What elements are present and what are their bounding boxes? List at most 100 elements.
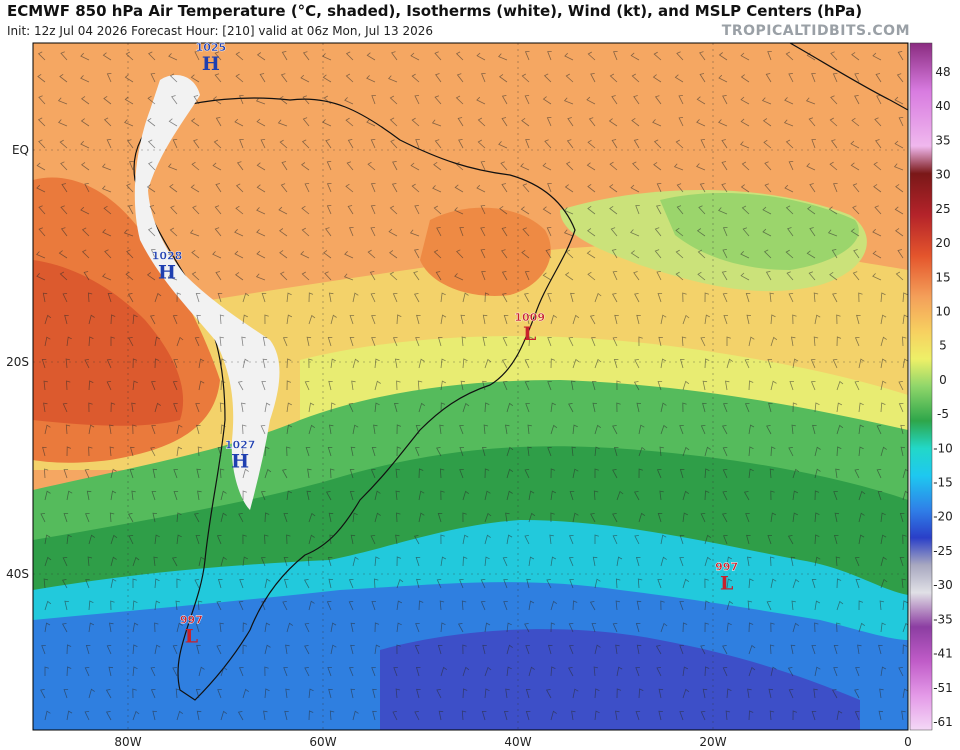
wind-barb — [176, 710, 184, 721]
wind-barb — [171, 95, 178, 105]
wind-barb — [748, 380, 754, 391]
wind-barb — [103, 95, 112, 105]
wind-barb — [902, 644, 908, 655]
wind-barb — [498, 141, 508, 149]
wind-barb — [836, 578, 842, 589]
wind-barb — [64, 600, 69, 611]
wind-barb — [830, 51, 838, 61]
wind-barb — [396, 578, 404, 589]
wind-barb — [722, 227, 728, 237]
wind-barb — [190, 74, 200, 83]
wind-barb — [652, 119, 662, 127]
wind-barb — [217, 689, 222, 699]
wind-barb — [393, 402, 399, 413]
wind-barb — [124, 74, 134, 83]
wind-barb — [702, 402, 707, 413]
wind-barb — [768, 402, 773, 413]
wind-barb — [283, 556, 289, 567]
wind-barb — [88, 424, 95, 435]
wind-barb — [872, 250, 882, 259]
wind-barb — [594, 644, 601, 655]
wind-barb — [308, 314, 316, 325]
wind-barb — [44, 600, 52, 611]
wind-barb — [811, 73, 816, 83]
wind-barb — [524, 535, 530, 545]
lon-label: 80W — [114, 735, 141, 749]
wind-barb — [550, 600, 558, 611]
wind-barb — [260, 491, 266, 501]
wind-barb — [898, 403, 904, 413]
wind-barb — [522, 227, 530, 237]
wind-barb — [594, 358, 602, 369]
wind-barb — [83, 271, 90, 281]
wind-barb — [104, 249, 112, 259]
wind-barb — [42, 292, 48, 303]
wind-barb — [167, 273, 178, 281]
wind-barb — [792, 622, 800, 633]
wind-barb — [634, 535, 640, 545]
wind-barb — [61, 623, 68, 633]
wind-barb — [43, 578, 49, 589]
wind-barb — [873, 184, 882, 193]
wind-barb — [721, 425, 728, 435]
wind-barb — [64, 314, 69, 325]
wind-barb — [219, 314, 225, 325]
wind-barb — [88, 600, 94, 611]
wind-barb — [390, 139, 398, 149]
wind-barb — [279, 250, 288, 259]
wind-barb — [547, 447, 552, 457]
wind-barb — [722, 645, 728, 655]
wind-barb — [676, 51, 684, 61]
wind-barb — [88, 534, 96, 545]
wind-barb — [220, 424, 226, 435]
wind-barb — [286, 534, 291, 545]
wind-barb — [806, 52, 816, 61]
wind-barb — [547, 381, 552, 391]
wind-barb — [414, 95, 420, 105]
wind-barb — [858, 446, 864, 457]
wind-barb — [280, 73, 288, 83]
wind-barb — [852, 205, 860, 215]
wind-barb — [173, 469, 178, 479]
wind-barb — [213, 139, 222, 149]
wind-barb — [612, 337, 618, 347]
wind-barb — [256, 250, 266, 259]
wind-barb — [543, 73, 552, 83]
wind-barb — [300, 251, 310, 259]
wind-barb — [814, 666, 821, 677]
wind-barb — [612, 469, 618, 479]
wind-barb — [152, 512, 158, 523]
wind-barb — [898, 117, 904, 127]
wind-barb — [373, 424, 378, 435]
wind-barb — [44, 710, 51, 721]
wind-barbs — [36, 51, 908, 721]
wind-barb — [636, 600, 642, 611]
wind-barb — [635, 667, 640, 677]
wind-barb — [634, 293, 640, 303]
wind-barb — [418, 358, 425, 369]
wind-barb — [151, 381, 156, 391]
wind-barb — [191, 161, 200, 171]
wind-barb — [326, 205, 332, 215]
wind-barb — [389, 95, 398, 105]
wind-barb — [85, 579, 90, 589]
wind-barb — [902, 622, 908, 633]
wind-barb — [854, 711, 860, 721]
wind-barb — [740, 251, 750, 259]
wind-barb — [790, 556, 796, 567]
wind-barb — [740, 118, 750, 127]
wind-barb — [481, 710, 487, 721]
wind-barb — [415, 666, 421, 677]
wind-barb — [616, 402, 621, 413]
wind-barb — [172, 381, 178, 391]
wind-barb — [215, 271, 222, 281]
wind-barb — [106, 381, 112, 391]
wind-barb — [88, 314, 95, 325]
wind-barb — [154, 534, 160, 545]
wind-barb — [679, 557, 684, 567]
wind-barb — [306, 490, 312, 501]
wind-barb — [110, 402, 116, 413]
wind-barb — [302, 117, 310, 127]
